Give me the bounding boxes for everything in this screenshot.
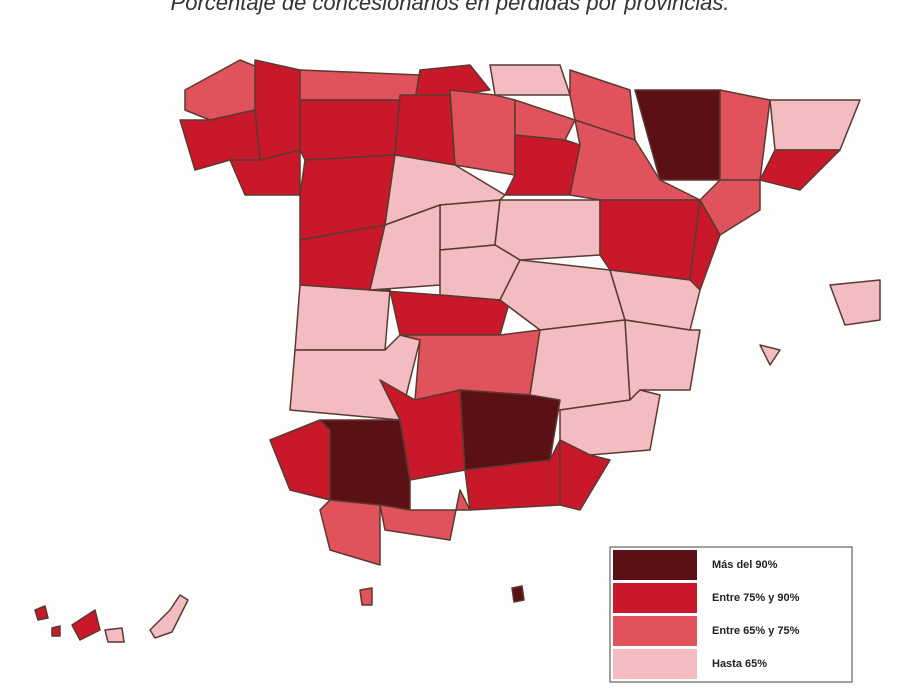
legend-swatch xyxy=(613,616,697,646)
legend-label: Más del 90% xyxy=(712,559,778,571)
legend-label: Hasta 65% xyxy=(712,658,767,670)
legend: Más del 90% Entre 75% y 90% Entre 65% y 75… xyxy=(613,550,800,679)
legend-swatch xyxy=(613,550,697,580)
legend-label: Entre 65% y 75% xyxy=(712,625,800,637)
map-title: Porcentaje de concesionarios en pérdidas… xyxy=(171,0,730,15)
provinces xyxy=(34,59,881,643)
legend-label: Entre 75% y 90% xyxy=(712,592,800,604)
legend-swatch xyxy=(613,649,697,679)
legend-swatch xyxy=(613,583,697,613)
